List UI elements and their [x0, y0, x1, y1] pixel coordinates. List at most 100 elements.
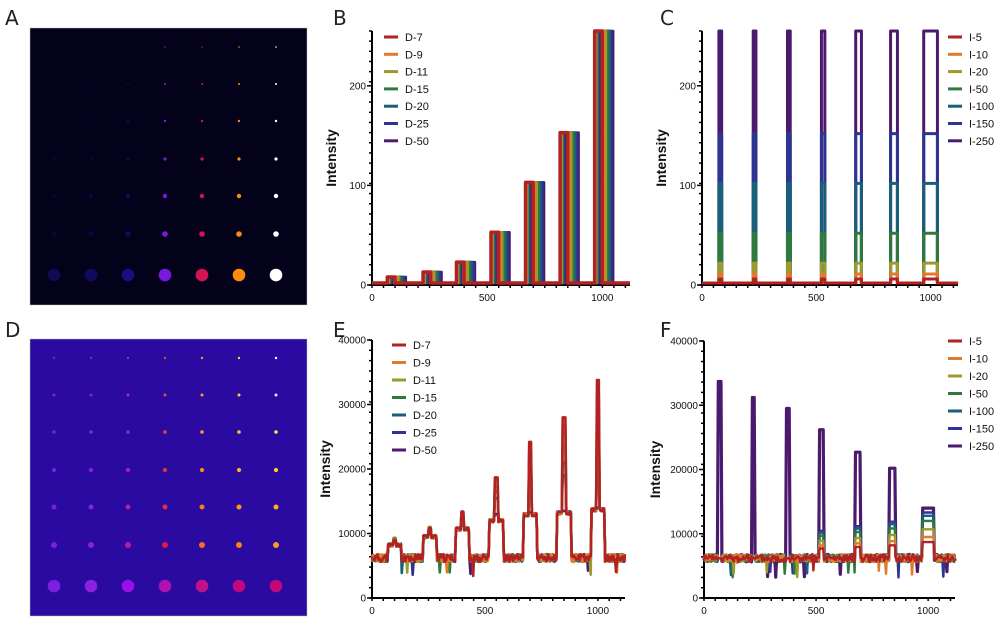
series-line-i-5	[702, 540, 956, 572]
legend-item: I-5	[948, 32, 982, 44]
legend-label: D-25	[413, 428, 437, 440]
legend-item: D-50	[392, 445, 437, 457]
legend-item: I-250	[948, 136, 994, 148]
axes: 0 10000 20000 30000 40000 0 500 1000 Intensity	[317, 336, 625, 617]
spot	[51, 504, 57, 510]
legend-item: D-7	[392, 340, 431, 352]
legend-item: I-20	[948, 67, 988, 79]
legend-label: D-20	[405, 101, 429, 113]
legend-label: I-5	[969, 336, 982, 348]
spot	[52, 356, 56, 360]
spot	[47, 268, 61, 282]
x-tick-label: 1000	[919, 293, 942, 304]
spot	[238, 46, 240, 48]
series-line-d-7	[372, 29, 630, 285]
y-tick-label: 20000	[670, 465, 698, 476]
x-tick-label: 500	[808, 293, 825, 304]
legend-item: D-9	[392, 358, 431, 370]
spot	[125, 193, 131, 199]
x-tick-label: 0	[701, 606, 707, 617]
legend-item: I-5	[948, 336, 982, 348]
y-tick-label: 0	[690, 281, 696, 292]
spot	[51, 542, 57, 548]
panel-letter-b: B	[333, 6, 347, 30]
spot	[195, 268, 209, 282]
series-line-i-20	[702, 261, 958, 285]
legend-item: I-100	[948, 406, 994, 418]
spot	[121, 268, 135, 282]
spot	[236, 467, 242, 473]
y-tick-label: 10000	[338, 529, 366, 540]
axes: 0 100 200 0 500 1000 Intensity	[653, 30, 958, 304]
spot	[200, 157, 204, 161]
spot	[162, 231, 168, 237]
axes: 0 10000 20000 30000 40000 0 500 1000 Intensity	[647, 337, 955, 617]
spot	[126, 356, 130, 360]
legend-label: D-9	[413, 358, 431, 370]
spot	[237, 119, 241, 123]
legend-label: D-7	[413, 340, 431, 352]
y-tick-label: 200	[679, 81, 696, 92]
spot	[126, 157, 130, 161]
legend-item: I-250	[948, 441, 994, 453]
spot	[199, 504, 205, 510]
spot	[90, 46, 92, 48]
spot	[163, 430, 167, 434]
spot	[89, 119, 93, 123]
legend-label: I-150	[969, 424, 994, 436]
image-background	[29, 27, 308, 306]
y-tick-label: 0	[692, 594, 698, 605]
legend-label: D-11	[405, 67, 428, 79]
spot	[53, 46, 55, 48]
spot	[89, 430, 93, 434]
legend-label: D-9	[405, 49, 423, 61]
panel-letter-f: F	[660, 318, 672, 342]
spot	[273, 504, 279, 510]
spot	[273, 231, 279, 237]
y-axis-title: Intensity	[647, 441, 663, 499]
spot	[84, 268, 98, 282]
series-line-d-7	[370, 378, 627, 578]
spot	[232, 268, 246, 282]
spot	[126, 119, 130, 123]
legend-item: D-15	[392, 393, 437, 405]
y-tick-label: 10000	[670, 529, 698, 540]
spot	[195, 579, 209, 593]
legend: I-5 I-10 I-20 I-50 I-100 I-150 I-250	[948, 336, 994, 453]
x-tick-label: 0	[369, 293, 375, 304]
spot	[125, 542, 131, 548]
spot	[126, 430, 130, 434]
spot	[269, 268, 283, 282]
spot	[163, 157, 167, 161]
y-tick-label: 30000	[670, 401, 698, 412]
y-tick-label: 20000	[338, 465, 366, 476]
spot	[199, 193, 205, 199]
x-tick-label: 1000	[917, 606, 940, 617]
spot	[200, 119, 204, 123]
legend-item: D-9	[384, 49, 423, 61]
legend-label: D-15	[405, 84, 429, 96]
axes: 0 100 200 0 500 1000 Intensity	[323, 30, 630, 304]
legend-item: I-10	[948, 49, 988, 61]
spot	[269, 579, 283, 593]
chart-e: 0 10000 20000 30000 40000 0 500 1000 Intensity D-…	[317, 336, 627, 617]
series-line-i-150	[702, 132, 958, 285]
spot	[127, 83, 129, 85]
legend-item: D-20	[392, 410, 437, 422]
y-tick-label: 0	[360, 594, 366, 605]
legend-label: I-10	[969, 49, 988, 61]
spot	[125, 504, 131, 510]
legend-label: I-100	[969, 406, 994, 418]
spot	[201, 83, 203, 85]
legend-label: I-20	[969, 67, 988, 79]
x-tick-label: 1000	[587, 606, 610, 617]
spot	[164, 46, 166, 48]
spot	[200, 393, 204, 397]
spot	[236, 231, 242, 237]
legend-label: D-11	[413, 375, 436, 387]
spot	[199, 231, 205, 237]
series-line-i-50	[702, 231, 958, 285]
spot	[199, 467, 205, 473]
